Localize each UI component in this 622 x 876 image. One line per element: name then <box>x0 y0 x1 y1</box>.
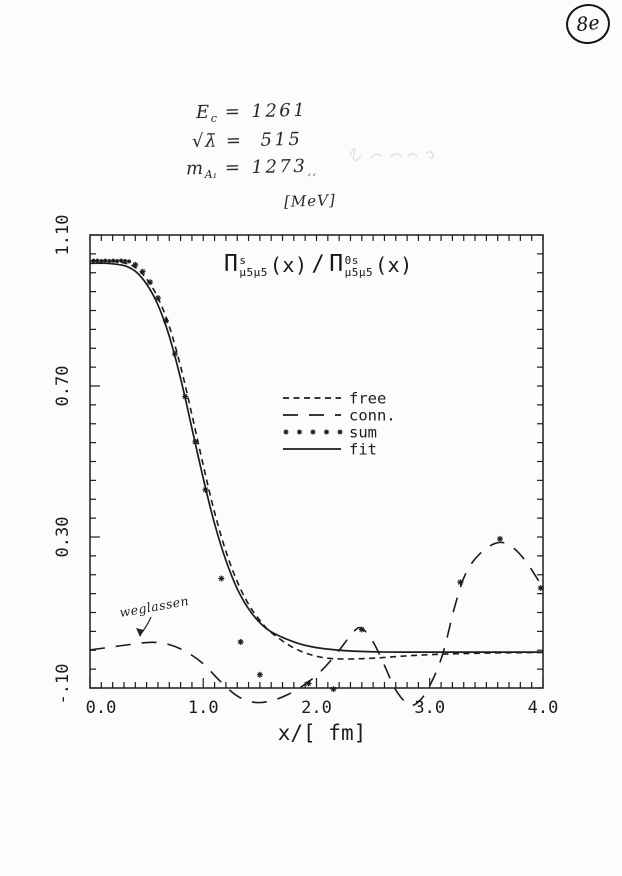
value-mA1: 1273 <box>251 155 308 179</box>
x-tick-label: 4.0 <box>528 698 559 718</box>
pi-symbol: Π <box>224 251 239 277</box>
x-tick-label: 2.0 <box>301 698 332 718</box>
title-arg-left: (x) <box>269 252 308 277</box>
title-divider: / <box>311 252 326 277</box>
title-arg-right: (x) <box>375 252 413 277</box>
y-tick-label: 0.30 <box>53 517 73 558</box>
y-tick-label: 1.10 <box>53 215 73 256</box>
superscript-0s: 0s <box>344 253 359 267</box>
legend-label-sum: sum <box>349 424 377 442</box>
x-tick-label: 0.0 <box>86 698 117 718</box>
weglassen-arrow <box>136 616 152 637</box>
series-sum-points <box>91 258 544 693</box>
title-scripts-left: s μ5μ5 <box>239 255 268 278</box>
stamp-text: 8e <box>575 11 601 37</box>
symbol-m: m <box>185 157 205 180</box>
symbol-sqrt-lambda: √λ̄ <box>191 130 219 153</box>
y-tick-label: -.10 <box>53 664 73 705</box>
units-label: [MeV] <box>283 191 337 211</box>
equals-sign: = <box>225 130 243 152</box>
series-free-curve <box>89 260 544 660</box>
legend-label-conn: conn. <box>349 407 396 425</box>
axis-tick-labels: 0.0 1.0 2.0 3.0 4.0 1.10 0.70 0.30 -.10 <box>53 215 558 718</box>
y-tick-label: 0.70 <box>53 366 73 407</box>
subscript-mu5mu5: μ5μ5 <box>344 265 374 279</box>
title-scripts-right: 0s μ5μ5 <box>345 255 374 278</box>
value-sqrt-lambda: 515 <box>260 128 303 151</box>
symbol-E-subscript: c <box>210 111 218 125</box>
handwritten-note-mA1: m A₁ = 1273 ‚‚ <box>185 155 318 181</box>
axis-ticks <box>89 234 544 689</box>
series-fit-curve <box>89 262 543 654</box>
pi-symbol: Π <box>329 251 344 277</box>
symbol-m-subscript-A1: A₁ <box>204 167 218 181</box>
handwritten-units-MeV: [MeV] <box>284 191 336 211</box>
handwritten-note-sqrt-lambda: √λ̄ = 515 <box>192 129 303 152</box>
equals-sign: = <box>224 157 242 179</box>
value-Ec: 1261 <box>251 99 308 123</box>
legend-sample-dots <box>283 429 343 435</box>
symbol-E: E <box>195 101 211 124</box>
x-tick-label: 3.0 <box>414 698 445 718</box>
legend-label-free: free <box>349 390 386 408</box>
faint-scribble-annotation <box>349 148 434 161</box>
legend-label-fit: fit <box>349 441 377 459</box>
subscript-mu5mu5: μ5μ5 <box>239 265 268 279</box>
handwritten-flourish: ‚‚ <box>307 164 318 178</box>
equals-sign: = <box>224 101 242 123</box>
superscript-s: s <box>239 253 247 267</box>
x-axis-label: x/[ fm] <box>278 721 367 745</box>
x-tick-label: 1.0 <box>188 698 219 718</box>
figure-title: Π s μ5μ5 (x) / Π 0s μ5μ5 (x) <box>224 251 413 278</box>
